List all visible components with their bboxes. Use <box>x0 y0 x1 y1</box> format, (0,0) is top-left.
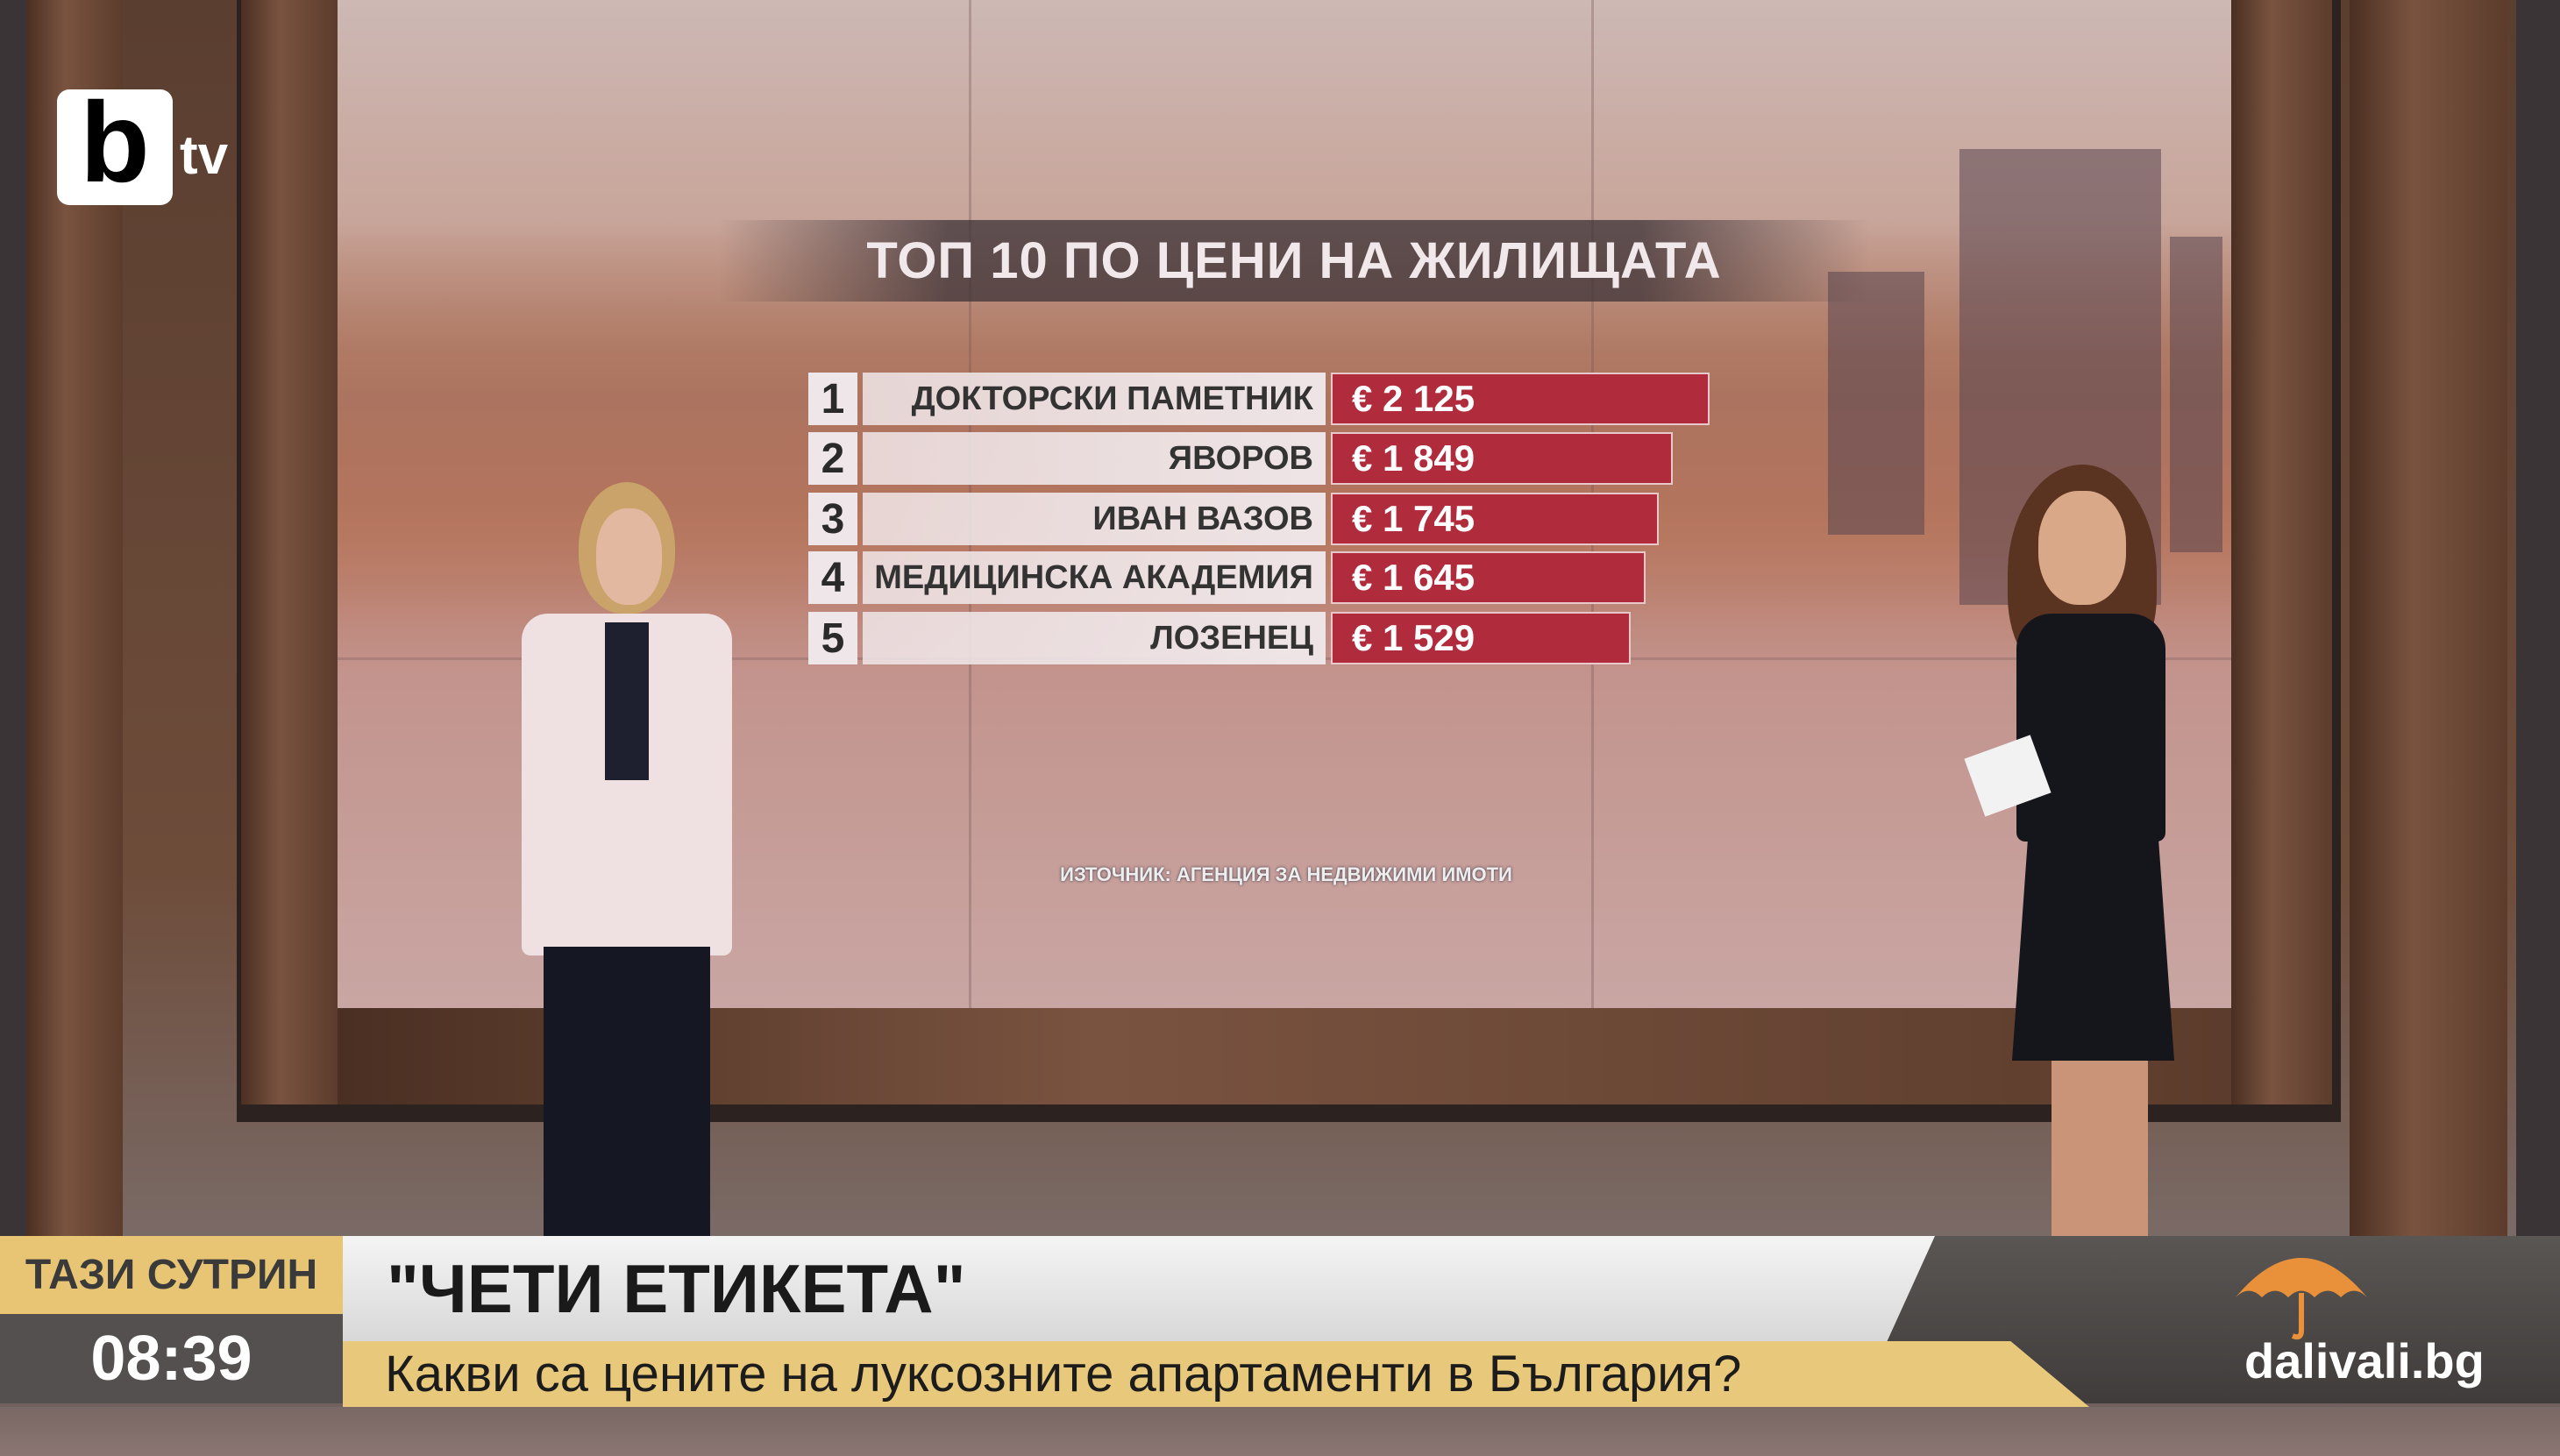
price-label: € 1 849 <box>1352 437 1476 479</box>
price-label: € 1 645 <box>1352 557 1476 598</box>
side-panel <box>2516 0 2560 1236</box>
side-panel <box>0 0 26 1236</box>
price-bar: € 1 849 <box>1331 432 1674 485</box>
district-name: ИВАН ВАЗОВ <box>863 493 1326 545</box>
price-label: € 2 125 <box>1352 378 1476 419</box>
price-bar: € 1 645 <box>1331 551 1646 604</box>
wood-frame-left <box>241 0 338 1104</box>
district-name: ДОКТОРСКИ ПАМЕТНИК <box>863 373 1326 425</box>
umbrella-icon <box>2236 1258 2367 1340</box>
price-label: € 1 745 <box>1352 498 1476 539</box>
sponsor-text: dalivali.bg <box>2244 1333 2485 1389</box>
host-person <box>1946 465 2227 1236</box>
district-name: ЯВОРОВ <box>863 432 1326 485</box>
building <box>2170 237 2222 552</box>
rank-number: 1 <box>808 373 857 425</box>
show-name: ТАЗИ СУТРИН <box>0 1236 343 1314</box>
sponsor-logo: dalivali.bg <box>2209 1236 2560 1403</box>
btv-logo: b tv <box>57 85 250 205</box>
studio-floor <box>0 1407 2560 1456</box>
subtitle: Какви са цените на луксозните апартамент… <box>343 1341 2089 1407</box>
price-bar: € 2 125 <box>1331 373 1710 425</box>
district-name: МЕДИЦИНСКА АКАДЕМИЯ <box>863 551 1326 604</box>
rank-number: 5 <box>808 612 857 664</box>
headline: "ЧЕТИ ЕТИКЕТА" <box>343 1236 1935 1341</box>
graphic-source: ИЗТОЧНИК: АГЕНЦИЯ ЗА НЕДВИЖИМИ ИМОТИ <box>1060 863 1512 885</box>
clock: 08:39 <box>0 1314 343 1403</box>
district-name: ЛОЗЕНЕЦ <box>863 612 1326 664</box>
price-bar: € 1 745 <box>1331 493 1660 545</box>
price-label: € 1 529 <box>1352 617 1476 658</box>
guest-person <box>517 482 745 1236</box>
rank-number: 4 <box>808 551 857 604</box>
wood-pillar <box>2350 0 2507 1236</box>
wood-frame-right <box>2231 0 2332 1104</box>
graphic-title: ТОП 10 ПО ЦЕНИ НА ЖИЛИЩАТА <box>719 220 1869 302</box>
price-bar: € 1 529 <box>1331 612 1631 664</box>
rank-number: 2 <box>808 432 857 485</box>
wood-pillar <box>26 0 123 1236</box>
rank-number: 3 <box>808 493 857 545</box>
building <box>1828 272 1924 535</box>
